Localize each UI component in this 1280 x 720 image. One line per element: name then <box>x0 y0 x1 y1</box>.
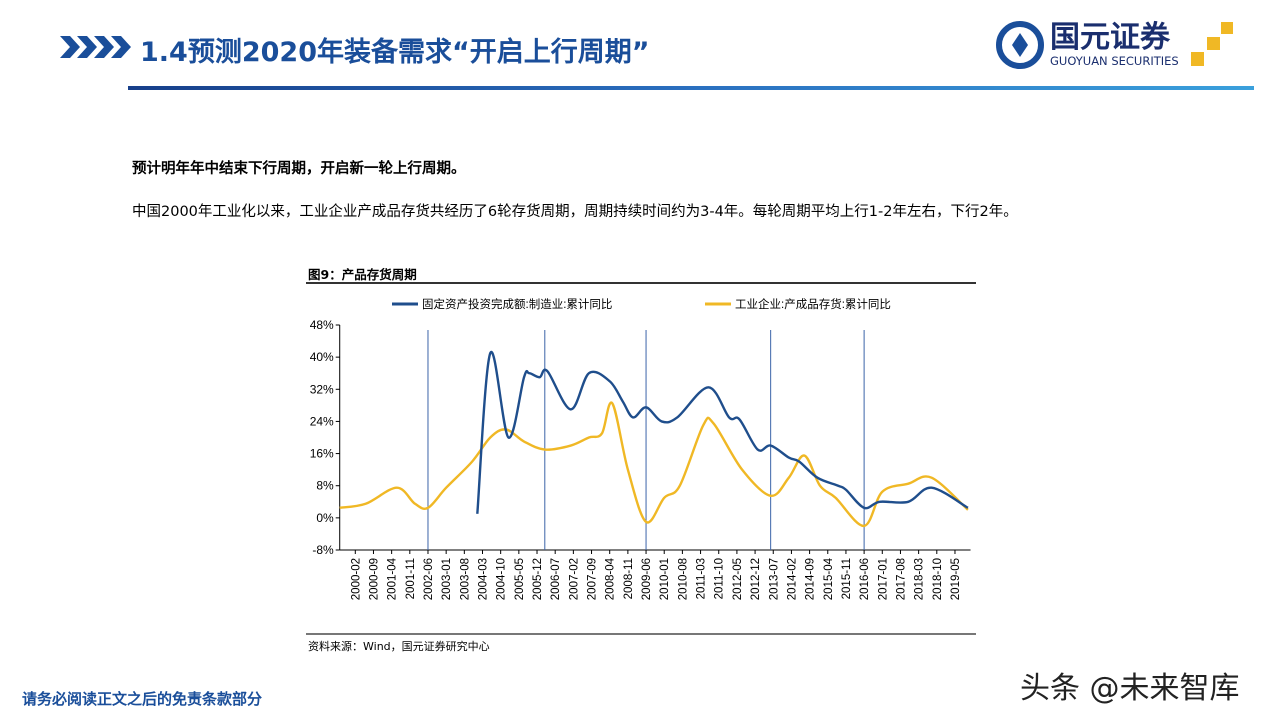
logo-squares-icon <box>1190 22 1233 66</box>
legend-label: 固定资产投资完成额:制造业:累计同比 <box>422 297 612 311</box>
logo-text-en: GUOYUAN SECURITIES <box>1050 54 1179 68</box>
x-tick-label: 2008-11 <box>623 558 635 599</box>
series-line <box>476 350 969 514</box>
figure-source: 资料来源：Wind，国元证券研究中心 <box>308 640 490 653</box>
legend-label: 工业企业:产成品存货:累计同比 <box>735 297 891 311</box>
y-tick-label: -8% <box>312 543 334 557</box>
logo-text-cn: 国元证券 <box>1050 20 1170 55</box>
x-tick-label: 2007-09 <box>587 558 599 600</box>
legend: 固定资产投资完成额:制造业:累计同比 工业企业:产成品存货:累计同比 <box>392 297 891 311</box>
watermark: 头条 @未来智库 <box>1020 671 1240 706</box>
logo-mark-icon <box>996 21 1044 69</box>
x-tick-label: 2012-05 <box>732 558 744 600</box>
x-tick-label: 2010-01 <box>659 558 671 600</box>
x-tick-label: 2007-02 <box>568 558 580 600</box>
x-tick-label: 2000-09 <box>368 558 380 600</box>
body-text: 中国2000年工业化以来，工业企业产成品存货共经历了6轮存货周期，周期持续时间约… <box>132 204 1018 220</box>
y-tick-label: 40% <box>310 350 334 364</box>
logo: 国元证券 GUOYUAN SECURITIES <box>996 20 1237 70</box>
x-tick-label: 2010-08 <box>677 558 689 600</box>
y-tick-label: 8% <box>316 479 334 493</box>
x-tick-label: 2018-03 <box>914 558 926 600</box>
x-tick-label: 2018-10 <box>932 558 944 600</box>
chevron-icon <box>60 36 132 58</box>
x-tick-label: 2016-06 <box>859 558 871 600</box>
x-tick-label: 2006-07 <box>550 558 562 600</box>
x-tick-label: 2019-05 <box>950 558 962 600</box>
x-tick-label: 2015-11 <box>841 558 853 599</box>
x-tick-label: 2001-11 <box>405 558 417 599</box>
x-tick-label: 2011-10 <box>714 558 726 599</box>
x-tick-label: 2002-06 <box>423 558 435 600</box>
y-tick-label: 48% <box>310 318 334 332</box>
x-tick-label: 2017-08 <box>895 558 907 600</box>
page-title: 1.4预测2020年装备需求“开启上行周期” <box>140 37 650 68</box>
header-divider <box>128 86 1254 90</box>
x-tick-label: 2005-05 <box>514 558 526 600</box>
x-tick-label: 2004-03 <box>478 558 490 600</box>
x-tick-label: 2003-08 <box>459 558 471 600</box>
y-tick-label: 32% <box>310 382 334 396</box>
series-line <box>339 401 969 528</box>
x-tick-label: 2004-10 <box>496 558 508 600</box>
figure-title: 图9：产品存货周期 <box>308 267 417 282</box>
y-tick-label: 0% <box>316 511 334 525</box>
x-tick-label: 2003-01 <box>441 558 453 600</box>
x-tick-label: 2011-03 <box>696 558 708 599</box>
x-tick-label: 2005-12 <box>532 558 544 600</box>
x-tick-label: 2014-02 <box>786 558 798 600</box>
lead-text: 预计明年年中结束下行周期，开启新一轮上行周期。 <box>132 161 466 177</box>
figure-top-rule <box>306 282 976 284</box>
x-tick-label: 2000-02 <box>350 558 362 600</box>
x-tick-label: 2014-09 <box>805 558 817 600</box>
x-tick-label: 2001-04 <box>387 557 399 600</box>
figure-bottom-rule <box>306 633 976 635</box>
x-tick-label: 2015-04 <box>823 557 835 600</box>
disclaimer: 请务必阅读正文之后的免责条款部分 <box>22 690 263 708</box>
x-tick-label: 2008-04 <box>605 557 617 600</box>
y-tick-label: 24% <box>310 414 334 428</box>
x-tick-label: 2012-12 <box>750 558 762 600</box>
x-tick-label: 2017-01 <box>877 558 889 600</box>
y-tick-label: 16% <box>310 447 334 461</box>
x-tick-label: 2013-07 <box>768 558 780 600</box>
x-tick-label: 2009-06 <box>641 558 653 600</box>
